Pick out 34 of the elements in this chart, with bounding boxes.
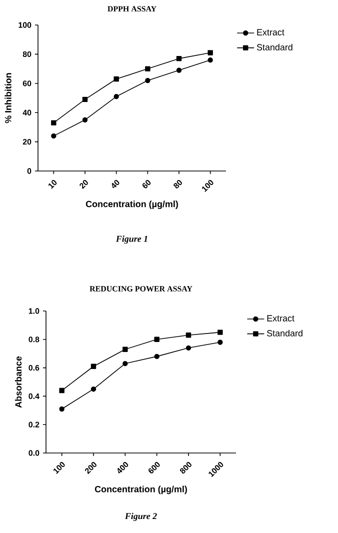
point	[208, 50, 213, 56]
point	[218, 330, 223, 335]
caption: Figure 2	[124, 512, 157, 521]
point	[208, 57, 213, 63]
point	[218, 340, 223, 345]
y-axis-title: % Inhibition	[4, 73, 12, 124]
x-axis-title: Concentration (µg/ml)	[94, 486, 187, 494]
legend-label: Extract	[267, 315, 294, 322]
y-axis-title: Absorbance	[14, 356, 22, 408]
point	[176, 68, 182, 73]
legend-label: Standard	[266, 330, 302, 336]
point	[122, 360, 128, 366]
point	[51, 120, 56, 126]
point	[154, 354, 160, 360]
point	[51, 133, 56, 139]
point	[122, 346, 128, 352]
point	[59, 388, 64, 394]
point	[90, 364, 96, 369]
point	[186, 332, 192, 338]
point	[82, 96, 88, 102]
legend-label: Extract	[257, 29, 284, 36]
point	[186, 345, 192, 351]
x-axis-title: Concentration (µg/ml)	[86, 200, 178, 209]
point	[114, 76, 119, 82]
point	[145, 66, 150, 72]
point	[59, 406, 64, 412]
point	[154, 336, 160, 342]
legend-label: Standard	[256, 44, 292, 50]
point	[82, 117, 88, 122]
point	[176, 56, 182, 62]
point	[90, 386, 96, 392]
caption: Figure 1	[116, 236, 148, 244]
point	[145, 78, 150, 84]
point	[114, 94, 119, 100]
